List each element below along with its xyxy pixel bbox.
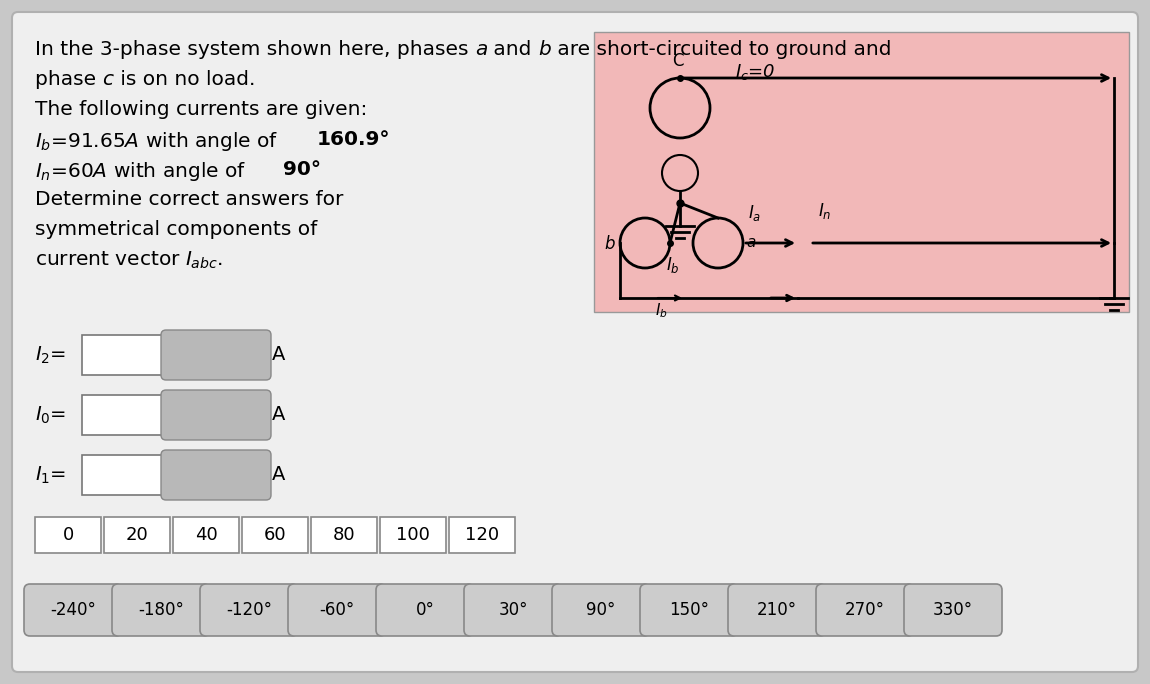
FancyBboxPatch shape — [112, 584, 210, 636]
Text: -180°: -180° — [138, 601, 184, 619]
Text: $I_n$=60$A$ with angle of: $I_n$=60$A$ with angle of — [34, 160, 246, 183]
FancyBboxPatch shape — [288, 584, 386, 636]
Text: a: a — [475, 40, 488, 59]
FancyBboxPatch shape — [161, 330, 271, 380]
Text: 270°: 270° — [845, 601, 886, 619]
Text: In the 3-phase system shown here, phases: In the 3-phase system shown here, phases — [34, 40, 475, 59]
Text: 100: 100 — [396, 526, 430, 544]
Text: $I_b$: $I_b$ — [666, 255, 680, 275]
Text: -240°: -240° — [51, 601, 95, 619]
FancyBboxPatch shape — [728, 584, 826, 636]
Text: A: A — [273, 406, 285, 425]
Text: A: A — [273, 466, 285, 484]
FancyBboxPatch shape — [310, 517, 377, 553]
Text: $I_0$=: $I_0$= — [34, 404, 67, 425]
Text: 60: 60 — [263, 526, 286, 544]
Text: 0°: 0° — [415, 601, 435, 619]
Text: phase: phase — [34, 70, 102, 89]
Text: $I_a$: $I_a$ — [748, 203, 761, 223]
Text: $I_1$=: $I_1$= — [34, 464, 67, 486]
Text: $I_b$=91.65$A$ with angle of: $I_b$=91.65$A$ with angle of — [34, 130, 278, 153]
FancyBboxPatch shape — [552, 584, 650, 636]
Text: -120°: -120° — [227, 601, 273, 619]
FancyBboxPatch shape — [380, 517, 446, 553]
Text: $I_n$: $I_n$ — [818, 201, 831, 221]
Text: A: A — [273, 345, 285, 365]
Text: -60°: -60° — [320, 601, 354, 619]
Text: 120: 120 — [465, 526, 499, 544]
Text: c: c — [102, 70, 114, 89]
FancyBboxPatch shape — [448, 517, 515, 553]
FancyBboxPatch shape — [24, 584, 122, 636]
FancyBboxPatch shape — [34, 517, 101, 553]
Text: a: a — [746, 235, 756, 250]
FancyBboxPatch shape — [82, 395, 164, 435]
Text: 90°: 90° — [586, 601, 615, 619]
Text: 90°: 90° — [283, 160, 321, 179]
FancyBboxPatch shape — [376, 584, 474, 636]
Text: C: C — [672, 52, 683, 70]
FancyBboxPatch shape — [82, 455, 164, 495]
Text: 330°: 330° — [933, 601, 973, 619]
FancyBboxPatch shape — [463, 584, 562, 636]
Text: $I_b$: $I_b$ — [656, 301, 668, 319]
FancyBboxPatch shape — [641, 584, 738, 636]
Text: and: and — [488, 40, 538, 59]
Text: 210°: 210° — [757, 601, 797, 619]
FancyBboxPatch shape — [82, 335, 164, 375]
Text: b: b — [538, 40, 551, 59]
FancyBboxPatch shape — [904, 584, 1002, 636]
Text: are short-circuited to ground and: are short-circuited to ground and — [551, 40, 891, 59]
Text: 160.9°: 160.9° — [317, 130, 391, 149]
FancyBboxPatch shape — [242, 517, 308, 553]
FancyBboxPatch shape — [104, 517, 170, 553]
FancyBboxPatch shape — [200, 584, 298, 636]
Text: is on no load.: is on no load. — [114, 70, 255, 89]
FancyBboxPatch shape — [161, 450, 271, 500]
FancyBboxPatch shape — [172, 517, 239, 553]
Text: symmetrical components of: symmetrical components of — [34, 220, 317, 239]
Text: 30°: 30° — [498, 601, 528, 619]
FancyBboxPatch shape — [161, 390, 271, 440]
Text: $I_c$=0: $I_c$=0 — [735, 62, 775, 82]
Text: 80: 80 — [332, 526, 355, 544]
Text: 0: 0 — [62, 526, 74, 544]
Text: $I_2$=: $I_2$= — [34, 344, 67, 366]
Text: Determine correct answers for: Determine correct answers for — [34, 190, 344, 209]
FancyBboxPatch shape — [595, 32, 1129, 312]
Text: The following currents are given:: The following currents are given: — [34, 100, 367, 119]
Text: 150°: 150° — [669, 601, 710, 619]
FancyBboxPatch shape — [12, 12, 1138, 672]
Text: 20: 20 — [125, 526, 148, 544]
Text: 40: 40 — [194, 526, 217, 544]
Text: current vector $I_{abc}$.: current vector $I_{abc}$. — [34, 250, 223, 272]
Text: b: b — [604, 235, 614, 253]
FancyBboxPatch shape — [816, 584, 914, 636]
